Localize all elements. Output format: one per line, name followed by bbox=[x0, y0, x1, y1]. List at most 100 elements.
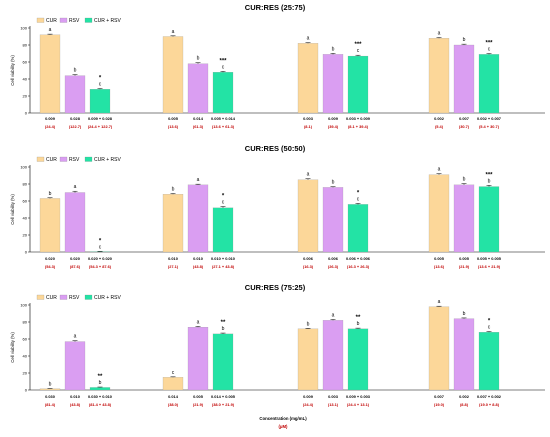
concentration-label: 0.030 + 0.010 bbox=[88, 394, 112, 399]
legend: CUR RSV CUR + RSV bbox=[36, 156, 121, 163]
significance-letter: b bbox=[197, 56, 200, 62]
concentration-label: 0.007 bbox=[434, 394, 444, 399]
significance-letter: a bbox=[438, 31, 441, 37]
significance-letter: c bbox=[357, 196, 360, 202]
legend-swatch bbox=[36, 156, 45, 162]
concentration-label: 0.002 + 0.007 bbox=[477, 116, 501, 121]
micromolar-label: (122.7) bbox=[69, 124, 82, 129]
y-tick-label: 20 bbox=[23, 370, 28, 375]
significance-letter: c bbox=[172, 370, 175, 376]
concentration-label: 0.020 bbox=[70, 256, 80, 261]
legend: CUR RSV CUR + RSV bbox=[36, 294, 121, 301]
bar bbox=[322, 54, 344, 114]
micromolar-label: (13.6 + 21.9) bbox=[478, 264, 501, 269]
micromolar-label: (13.6 + 61.3) bbox=[212, 124, 235, 129]
micromolar-label: (13.6) bbox=[434, 264, 445, 269]
bar bbox=[89, 89, 111, 114]
concentration-label: 0.005 + 0.014 bbox=[211, 116, 236, 121]
significance-letter: a bbox=[49, 27, 52, 33]
legend-label: CUR + RSV bbox=[94, 295, 121, 301]
y-axis-label: Cell viability (%) bbox=[10, 332, 15, 363]
concentration-label: 0.005 bbox=[434, 256, 445, 261]
concentration-label: 0.010 bbox=[193, 256, 203, 261]
concentration-label: 0.006 bbox=[303, 256, 314, 261]
micromolar-label: (5.4) bbox=[435, 124, 444, 129]
concentration-label: 0.002 bbox=[459, 394, 470, 399]
bar bbox=[428, 306, 450, 391]
concentration-label: 0.005 + 0.005 bbox=[477, 256, 502, 261]
concentration-label: 0.014 bbox=[168, 394, 179, 399]
significance-letter: b bbox=[49, 191, 52, 197]
significance-letter: b bbox=[463, 177, 466, 183]
concentration-label: 0.020 bbox=[45, 256, 55, 261]
bar bbox=[64, 192, 86, 253]
significance-stars: *** bbox=[485, 172, 493, 178]
micromolar-label: (5.4 + 30.7) bbox=[479, 124, 500, 129]
concentration-label: 0.014 bbox=[193, 116, 204, 121]
bar bbox=[347, 328, 369, 391]
y-tick-label: 60 bbox=[23, 336, 28, 341]
bar bbox=[428, 38, 450, 114]
legend-swatch bbox=[36, 17, 45, 23]
micromolar-label: (43.8) bbox=[193, 264, 204, 269]
concentration-label: 0.009 bbox=[45, 116, 56, 121]
y-tick-label: 100 bbox=[20, 302, 27, 307]
concentration-label: 0.009 bbox=[303, 394, 314, 399]
concentration-label: 0.009 + 0.028 bbox=[88, 116, 113, 121]
significance-letter: c bbox=[222, 64, 225, 70]
concentration-label: 0.003 bbox=[328, 394, 339, 399]
bar bbox=[478, 186, 500, 253]
significance-stars: *** bbox=[485, 41, 493, 47]
concentration-label: 0.006 bbox=[328, 256, 339, 261]
significance-letter: b bbox=[488, 178, 491, 184]
significance-letter: c bbox=[357, 48, 360, 54]
bar bbox=[428, 174, 450, 253]
micromolar-label: (38.0) bbox=[168, 402, 179, 407]
bar bbox=[64, 75, 86, 114]
micromolar-label: (24.4 + 122.7) bbox=[88, 124, 113, 129]
concentration-label: 0.009 bbox=[328, 116, 339, 121]
bar bbox=[39, 388, 61, 391]
micromolar-label: (19.0 + 8.8) bbox=[479, 402, 500, 407]
concentration-label: 0.002 bbox=[434, 116, 445, 121]
legend-label: CUR bbox=[46, 157, 57, 163]
concentration-label: 0.003 + 0.009 bbox=[346, 116, 371, 121]
y-tick-label: 40 bbox=[23, 353, 28, 358]
significance-letter: a bbox=[307, 172, 310, 178]
bar bbox=[478, 54, 500, 114]
significance-stars: *** bbox=[354, 42, 362, 48]
micromolar-label: (13.6) bbox=[168, 124, 179, 129]
legend-label: CUR + RSV bbox=[94, 157, 121, 163]
significance-letter: b bbox=[307, 321, 310, 327]
significance-letter: b bbox=[463, 311, 466, 317]
micromolar-label: (24.4) bbox=[45, 124, 56, 129]
concentration-label: 0.020 + 0.020 bbox=[88, 256, 112, 261]
chart-title: CUR:RES (75:25) bbox=[245, 283, 306, 292]
y-axis-label: Cell viability (%) bbox=[10, 194, 15, 225]
bar bbox=[187, 327, 209, 391]
bar bbox=[162, 377, 184, 391]
bar bbox=[322, 187, 344, 253]
significance-letter: c bbox=[488, 325, 491, 331]
significance-stars: *** bbox=[219, 58, 227, 64]
bar bbox=[162, 36, 184, 114]
micromolar-label: (54.3) bbox=[45, 264, 56, 269]
concentration-label: 0.010 bbox=[168, 256, 178, 261]
bar bbox=[187, 63, 209, 114]
bar bbox=[453, 184, 475, 253]
bar bbox=[162, 194, 184, 253]
concentration-label: 0.006 + 0.006 bbox=[346, 256, 371, 261]
significance-letter: c bbox=[99, 244, 102, 250]
y-tick-label: 60 bbox=[23, 198, 28, 203]
significance-letter: c bbox=[222, 200, 225, 206]
significance-letter: b bbox=[74, 68, 77, 74]
concentration-label: 0.005 bbox=[193, 394, 204, 399]
x-axis-unit-label: (µM) bbox=[279, 424, 288, 429]
micromolar-label: (24.4) bbox=[303, 402, 314, 407]
significance-letter: a bbox=[197, 177, 200, 183]
concentration-label: 0.005 bbox=[459, 256, 470, 261]
legend-swatch bbox=[36, 294, 45, 300]
chart-title: CUR:RES (25:75) bbox=[245, 3, 306, 12]
significance-letter: a bbox=[438, 167, 441, 173]
